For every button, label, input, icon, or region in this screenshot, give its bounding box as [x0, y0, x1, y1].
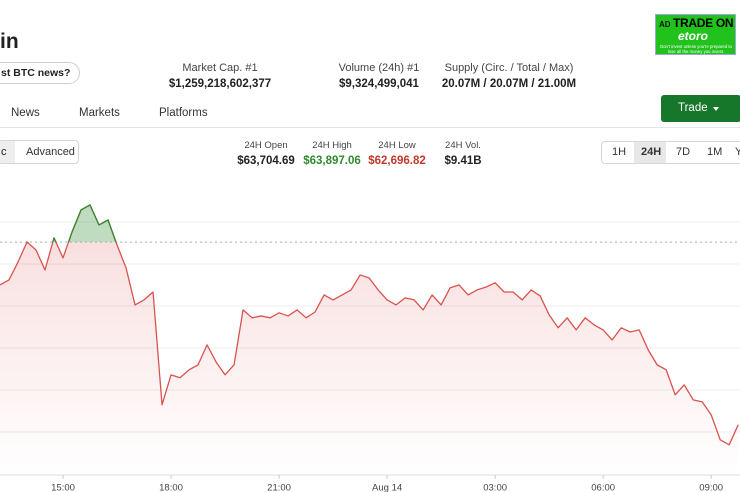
area-below [0, 242, 739, 475]
timeframe[interactable]: Y [735, 146, 740, 158]
price-line [0, 204, 739, 446]
divider [0, 127, 740, 128]
ad-banner[interactable]: AD TRADE ON etoro Don't invest unless yo… [655, 14, 736, 55]
stat-label: Volume (24h) #1 [338, 62, 420, 74]
day-stat-label: 24H Open [244, 140, 288, 151]
toggle-option[interactable]: c [0, 141, 15, 163]
news-button[interactable]: st BTC news? [0, 62, 81, 84]
ad-disclaimer: Don't invest unless you're prepared to l… [660, 44, 732, 54]
stat-value: $9,324,499,041 [339, 78, 419, 90]
day-stat-label: 24H High [312, 140, 352, 151]
day-stat: 24H Low $62,696.82 [362, 140, 432, 167]
tab[interactable]: Markets [79, 107, 120, 119]
day-stat: 24H Open $63,704.69 [231, 140, 301, 167]
timeframe[interactable]: 1H [612, 146, 627, 158]
view-toggle: c Advanced [0, 140, 79, 164]
x-tick-label: Aug 14 [372, 483, 402, 492]
price-chart: 15:00 18:00 21:00 Aug 14 03:00 06:00 09:00 [0, 204, 740, 492]
ad-headline: TRADE ON [673, 16, 734, 30]
day-stat-value: $62,696.82 [368, 155, 426, 167]
stat-label: Supply (Circ. / Total / Max) [444, 62, 574, 74]
stat: Market Cap. #1 $1,259,218,602,377 [135, 62, 305, 90]
day-stat-value: $63,897.06 [303, 155, 361, 167]
timeframe[interactable]: 1M [707, 146, 723, 158]
x-tick-label: 09:00 [699, 483, 723, 492]
trade-label: Trade [678, 102, 708, 114]
stat-value: $1,259,218,602,377 [168, 78, 272, 90]
caret [713, 107, 719, 111]
timeframe-group [601, 141, 740, 164]
toggle-option[interactable]: Advanced [26, 146, 75, 158]
tab[interactable]: News [11, 107, 40, 119]
timeframe-selected [634, 142, 666, 163]
x-tick-label: 18:00 [159, 483, 183, 492]
stat: Volume (24h) #1 $9,324,499,041 [294, 62, 464, 90]
day-stat: 24H High $63,897.06 [297, 140, 367, 167]
ad-brand: etoro [678, 29, 708, 43]
tab[interactable]: Platforms [159, 107, 208, 119]
stat: Supply (Circ. / Total / Max) 20.07M / 20… [424, 62, 594, 90]
x-tick-label: 15:00 [51, 483, 75, 492]
day-stat: 24H Vol. $9.41B [428, 140, 498, 167]
day-stat-label: 24H Vol. [445, 140, 481, 151]
stat-value: 20.07M / 20.07M / 21.00M [441, 78, 577, 90]
x-tick-label: 03:00 [483, 483, 507, 492]
ad-badge: AD [659, 20, 671, 29]
x-tick-label: 21:00 [267, 483, 291, 492]
day-stat-label: 24H Low [378, 140, 416, 151]
coin-title: in [0, 30, 19, 53]
timeframe[interactable]: 7D [676, 146, 691, 158]
day-stat-value: $9.41B [444, 155, 482, 167]
stat-label: Market Cap. #1 [182, 62, 258, 74]
trade-button[interactable]: Trade [661, 95, 740, 122]
x-tick-label: 06:00 [591, 483, 615, 492]
day-stat-value: $63,704.69 [237, 155, 295, 167]
timeframe[interactable]: 24H [641, 146, 662, 158]
toggle-label: c [1, 146, 7, 158]
